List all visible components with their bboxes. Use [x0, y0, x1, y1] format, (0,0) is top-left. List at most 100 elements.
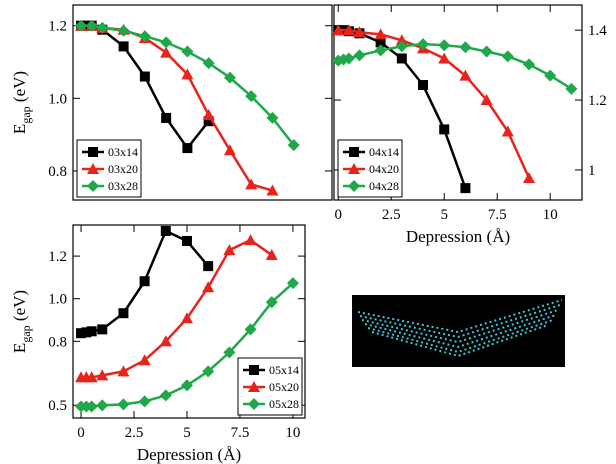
marker-triangle	[160, 46, 173, 58]
marker-diamond	[223, 71, 236, 84]
x-tick-label: 5	[440, 207, 448, 223]
marker-diamond	[544, 69, 557, 82]
y-tick-label: 1	[588, 163, 596, 179]
marker-triangle	[332, 24, 345, 36]
marker-diamond	[202, 57, 215, 70]
marker-diamond	[348, 180, 360, 192]
marker-diamond	[565, 82, 578, 95]
lattice-row	[357, 299, 563, 334]
marker-diamond	[286, 277, 299, 290]
marker-diamond	[245, 90, 258, 103]
marker-square	[97, 324, 108, 335]
marker-diamond	[342, 52, 355, 65]
marker-diamond	[459, 41, 472, 54]
marker-triangle	[138, 354, 151, 366]
marker-diamond	[202, 365, 215, 378]
x-axis-label: Depression (Å)	[137, 445, 241, 464]
marker-triangle	[85, 371, 98, 383]
marker-diamond	[353, 49, 366, 62]
y-tick-label: 1.2	[48, 249, 67, 265]
lattice	[357, 299, 563, 358]
marker-diamond	[160, 36, 173, 49]
marker-square	[182, 143, 193, 154]
series-line	[81, 238, 273, 379]
image-background	[352, 295, 565, 367]
marker-triangle	[459, 69, 472, 81]
lattice-row	[359, 304, 561, 339]
x-tick-label: 0	[334, 207, 342, 223]
marker-square	[439, 124, 450, 135]
marker-triangle	[87, 163, 99, 174]
marker-diamond	[395, 40, 408, 53]
marker-triangle	[245, 178, 258, 190]
marker-triangle	[202, 281, 215, 293]
y-label-sub: gap	[19, 325, 33, 342]
x-tick-label: 2.5	[125, 425, 144, 441]
marker-square	[118, 41, 129, 52]
legend-label: 05x28	[269, 397, 299, 411]
marker-diamond	[266, 111, 279, 124]
marker-triangle	[223, 144, 236, 156]
marker-square	[118, 308, 129, 319]
marker-diamond	[117, 24, 130, 37]
y-label-unit: (eV)	[10, 290, 29, 325]
marker-square	[86, 326, 97, 337]
marker-square	[181, 235, 192, 246]
marker-diamond	[159, 389, 172, 402]
y-tick-label: 1.0	[48, 91, 67, 107]
legend-label: 04x20	[369, 162, 399, 176]
marker-diamond	[223, 346, 236, 359]
marker-diamond	[181, 45, 194, 58]
marker-triangle	[223, 244, 236, 256]
marker-diamond	[117, 398, 130, 411]
marker-square	[349, 147, 359, 157]
marker-triangle	[244, 234, 257, 246]
marker-square	[249, 365, 259, 375]
marker-diamond	[287, 139, 300, 152]
marker-diamond	[374, 44, 387, 57]
y-tick-label: 0.8	[48, 334, 67, 350]
series-line	[81, 24, 295, 146]
x-tick-label: 7.5	[488, 207, 507, 223]
marker-diamond	[96, 399, 109, 412]
marker-triangle	[342, 24, 355, 36]
y-tick-label: 1.2	[588, 93, 607, 109]
lattice-row	[367, 319, 554, 354]
marker-diamond	[248, 398, 260, 410]
marker-triangle	[181, 68, 194, 80]
legend-label: 05x14	[269, 363, 299, 377]
marker-diamond	[75, 19, 88, 32]
x-tick-label: 10	[543, 207, 558, 223]
marker-square	[203, 261, 214, 272]
marker-triangle	[395, 34, 408, 46]
marker-diamond	[138, 395, 151, 408]
marker-diamond	[480, 45, 493, 58]
marker-square	[139, 276, 150, 287]
x-tick-label: 2.5	[382, 207, 401, 223]
marker-square	[396, 53, 407, 64]
marker-triangle	[501, 125, 514, 137]
y-tick-label: 0.5	[48, 398, 67, 414]
marker-triangle	[266, 184, 279, 196]
marker-diamond	[438, 39, 451, 52]
marker-triangle	[480, 94, 493, 106]
y-axis-label: Egap (eV)	[10, 71, 33, 134]
legend-label: 03x14	[108, 145, 138, 159]
y-tick-label: 0.8	[48, 164, 67, 180]
lattice-row	[364, 314, 557, 349]
marker-diamond	[265, 296, 278, 309]
legend-label: 03x20	[108, 162, 138, 176]
legend-label: 03x28	[108, 179, 138, 193]
structure-image	[352, 295, 565, 367]
marker-triangle	[159, 335, 172, 347]
marker-square	[139, 71, 150, 82]
y-label-main: E	[10, 124, 29, 134]
marker-square	[460, 183, 471, 194]
marker-triangle	[117, 365, 130, 377]
plot-frame	[72, 4, 333, 201]
marker-triangle	[248, 381, 260, 392]
marker-diamond	[501, 50, 514, 63]
marker-square	[88, 147, 98, 157]
y-tick-label: 1.0	[48, 292, 67, 308]
